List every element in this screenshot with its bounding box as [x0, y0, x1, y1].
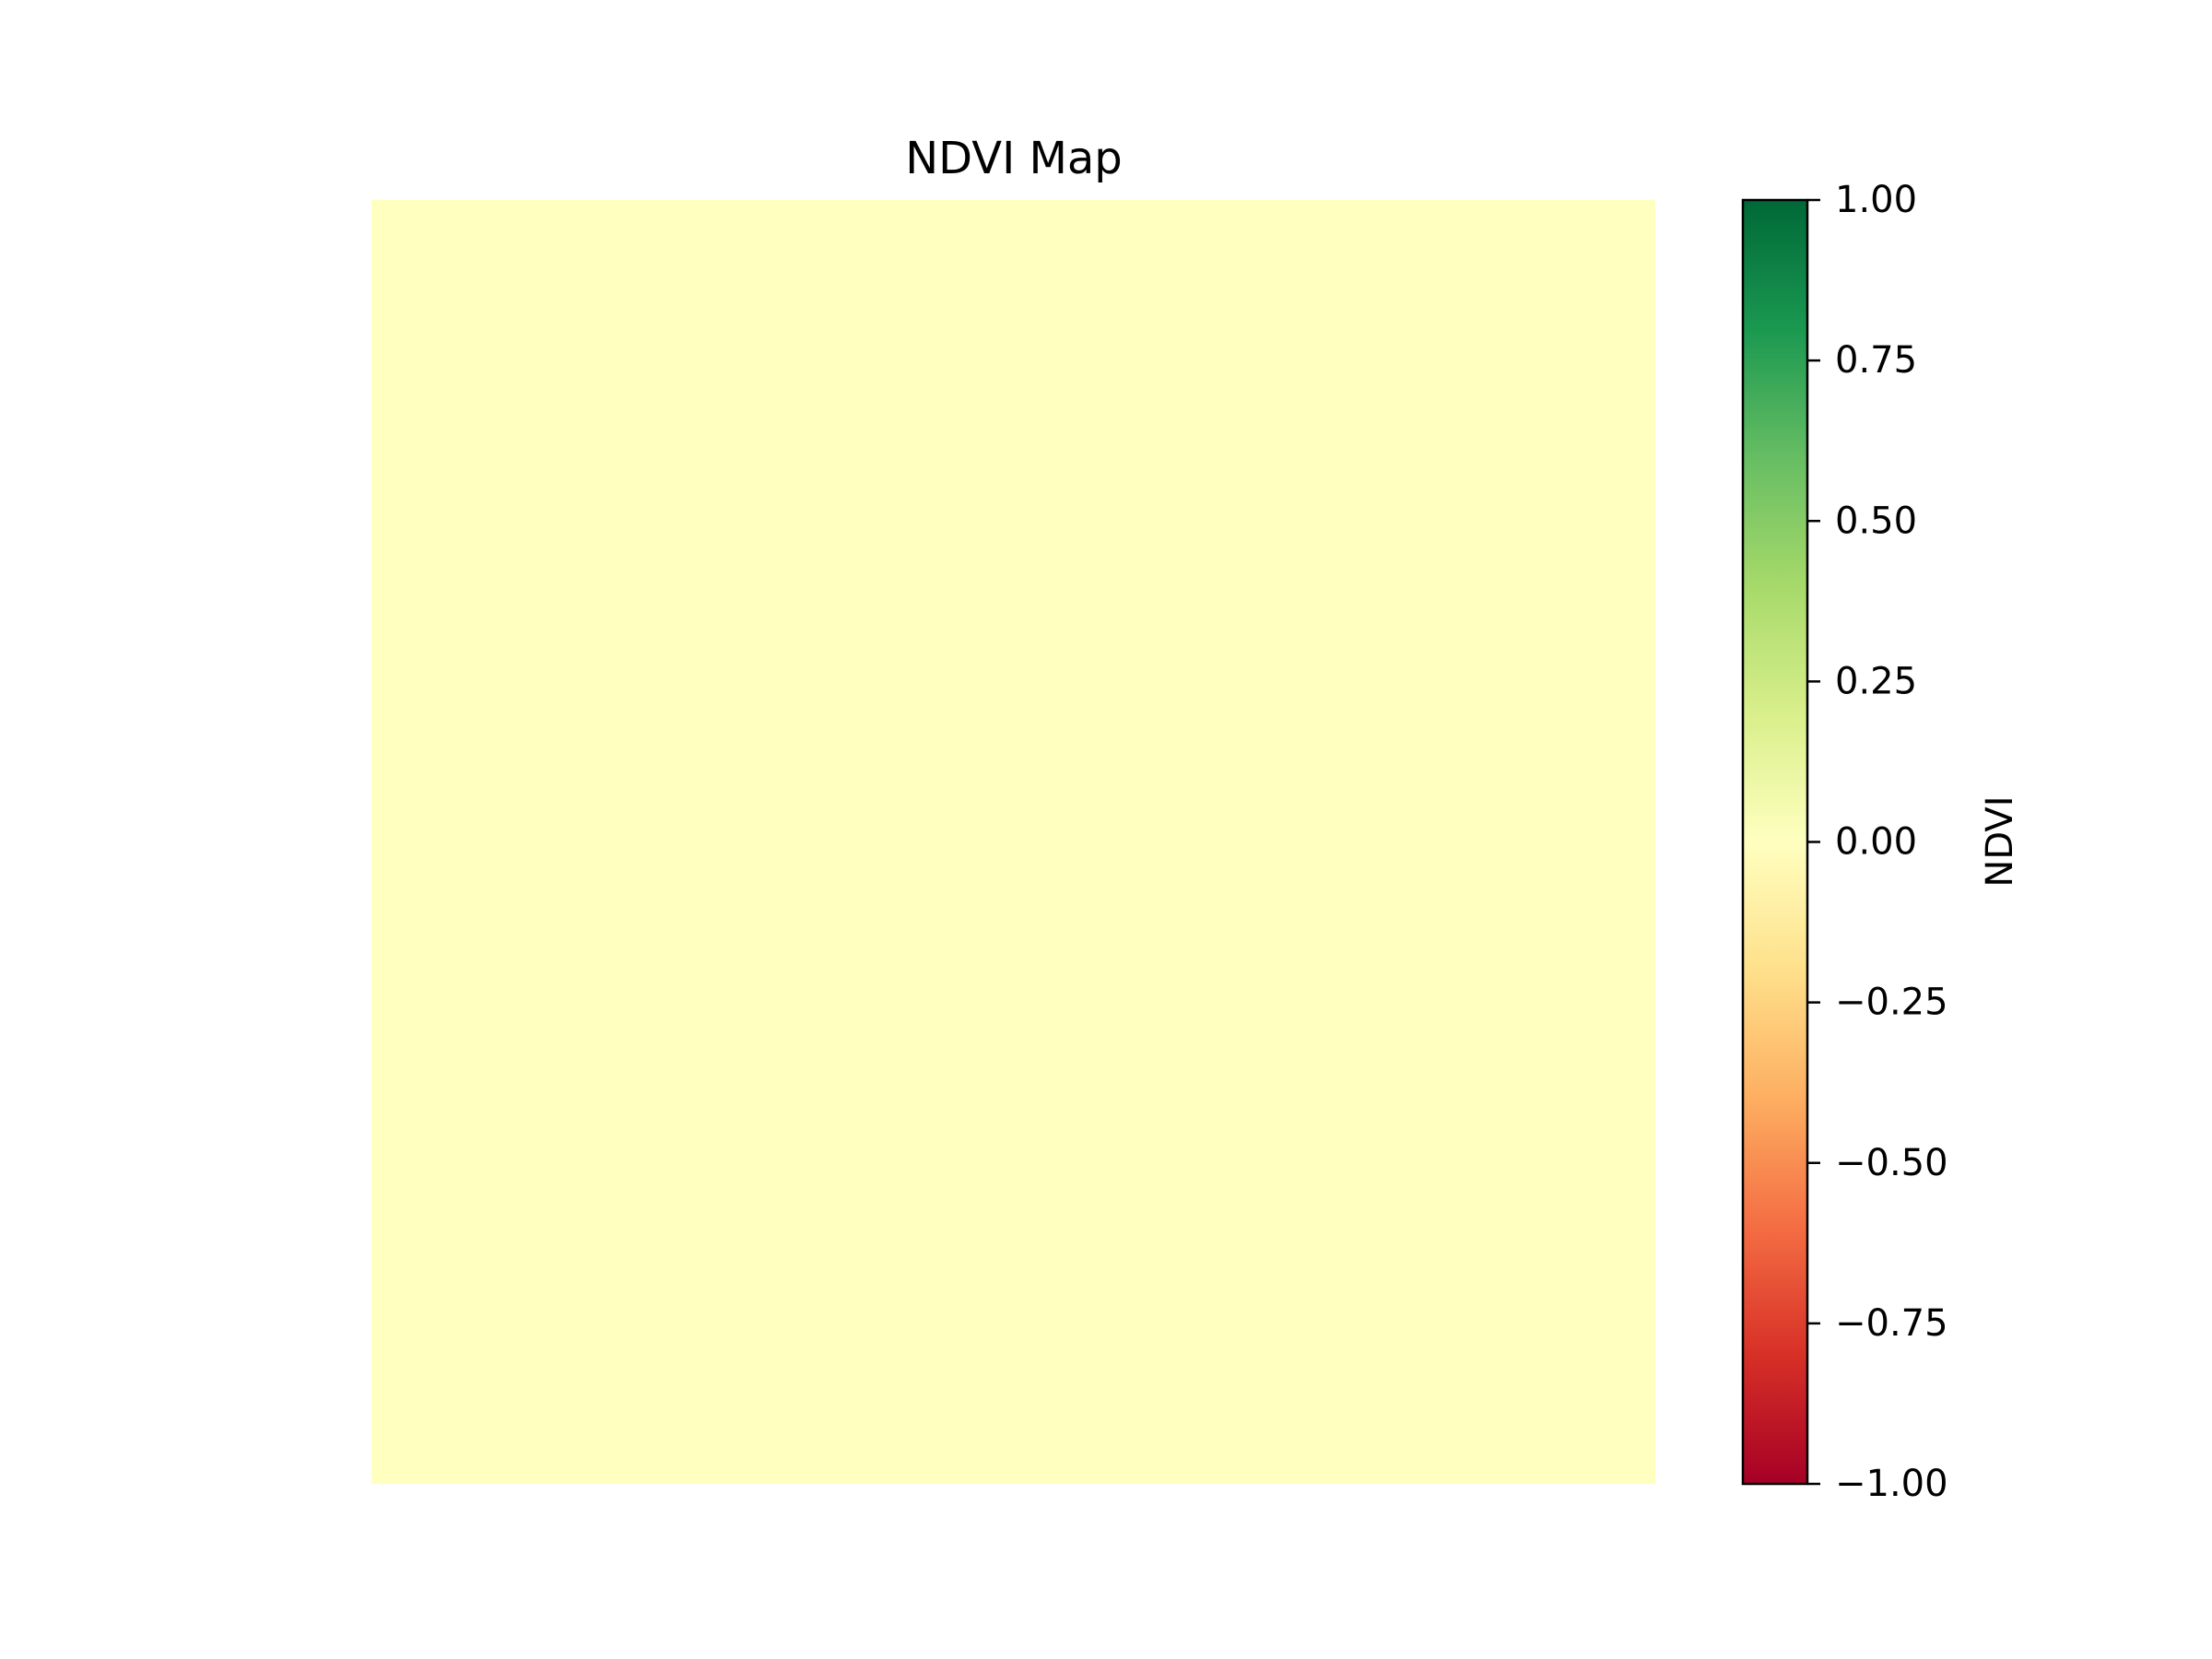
colorbar-tick-label: 1.00	[1835, 179, 1917, 221]
colorbar-tick-label: 0.50	[1835, 500, 1917, 542]
colorbar-tick-label: 0.00	[1835, 821, 1917, 864]
heatmap	[371, 200, 1655, 1484]
colorbar-tick-label: −0.75	[1835, 1302, 1948, 1345]
heatmap-cell	[371, 200, 1655, 1484]
colorbar-tick-label: 0.75	[1835, 339, 1917, 382]
colorbar-ticks: 1.00 0.75 0.50 0.25 0.00 −0.25 −0.50 −0.75 −1.00	[1807, 179, 1948, 1505]
colorbar-tick-label: −0.50	[1835, 1142, 1948, 1184]
colorbar-gradient	[1743, 200, 1807, 1484]
colorbar-label: NDVI	[1979, 795, 2021, 887]
colorbar-tick-label: −1.00	[1835, 1463, 1948, 1505]
chart-title: NDVI Map	[905, 133, 1123, 184]
colorbar-tick-label: 0.25	[1835, 660, 1917, 702]
colorbar-tick-label: −0.25	[1835, 982, 1948, 1024]
colorbar: 1.00 0.75 0.50 0.25 0.00 −0.25 −0.50 −0.75 −1.00…	[1743, 179, 2021, 1505]
